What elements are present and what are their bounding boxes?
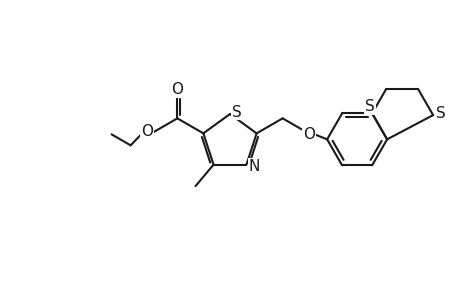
Text: O: O [141, 124, 153, 139]
Text: S: S [364, 99, 374, 114]
Text: S: S [435, 106, 445, 121]
Text: O: O [171, 82, 183, 97]
Text: N: N [248, 159, 260, 174]
Text: S: S [232, 104, 241, 119]
Text: O: O [302, 127, 314, 142]
